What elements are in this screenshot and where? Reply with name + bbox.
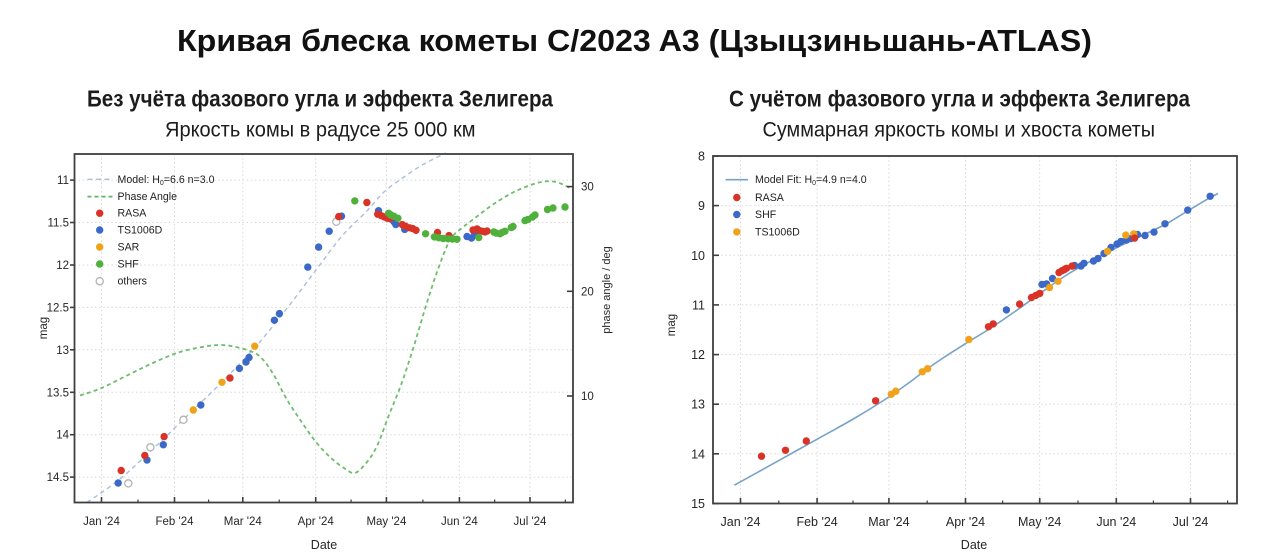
svg-text:Jul '24: Jul '24 (1173, 515, 1209, 529)
svg-text:TS1006D: TS1006D (755, 226, 800, 238)
svg-text:9: 9 (698, 199, 705, 213)
svg-text:Phase Angle: Phase Angle (118, 191, 178, 203)
svg-text:10: 10 (581, 391, 594, 403)
svg-text:Суммарная яркость комы и хвост: Суммарная яркость комы и хвоста кометы (763, 119, 1156, 142)
svg-text:11.5: 11.5 (47, 218, 69, 230)
svg-text:8: 8 (698, 150, 705, 164)
svg-text:mag: mag (38, 317, 50, 339)
svg-text:Jan '24: Jan '24 (83, 516, 120, 528)
svg-text:11: 11 (692, 298, 705, 312)
svg-text:Model: H0=6.6 n=3.0: Model: H0=6.6 n=3.0 (118, 174, 215, 187)
svg-text:Model Fit: H0=4.9 n=4.0: Model Fit: H0=4.9 n=4.0 (755, 174, 867, 187)
svg-text:Без учёта фазового угла и эффе: Без учёта фазового угла и эффекта Зелиге… (87, 86, 554, 112)
svg-text:13: 13 (56, 345, 69, 357)
svg-text:Date: Date (311, 538, 337, 552)
svg-text:Яркость комы в радусе 25 000 к: Яркость комы в радусе 25 000 км (165, 119, 476, 142)
svg-text:May '24: May '24 (366, 516, 407, 528)
svg-text:13: 13 (691, 398, 705, 412)
svg-text:10: 10 (691, 249, 705, 263)
svg-text:May '24: May '24 (1018, 515, 1061, 529)
svg-text:12: 12 (691, 348, 705, 362)
svg-text:14: 14 (56, 430, 69, 442)
svg-text:SAR: SAR (118, 242, 140, 254)
svg-text:SHF: SHF (118, 259, 140, 271)
svg-text:30: 30 (581, 182, 594, 194)
svg-text:Jun '24: Jun '24 (1096, 515, 1136, 529)
svg-text:11: 11 (57, 175, 69, 187)
svg-text:Jan '24: Jan '24 (721, 515, 761, 529)
svg-text:Date: Date (961, 538, 987, 552)
svg-text:13.5: 13.5 (47, 387, 69, 399)
svg-text:С учётом фазового угла и эффек: С учётом фазового угла и эффекта Зелигер… (729, 86, 1191, 112)
svg-text:Кривая блеска кометы C/2023 A3: Кривая блеска кометы C/2023 A3 (Цзыцзинь… (177, 23, 1092, 58)
svg-text:Mar '24: Mar '24 (868, 515, 909, 529)
svg-text:RASA: RASA (118, 208, 148, 220)
svg-text:phase angle / deg: phase angle / deg (601, 246, 613, 333)
svg-text:12: 12 (56, 260, 69, 272)
svg-text:Feb '24: Feb '24 (156, 516, 195, 528)
svg-text:20: 20 (581, 286, 594, 298)
svg-text:TS1006D: TS1006D (118, 225, 163, 237)
svg-text:12.5: 12.5 (47, 302, 69, 314)
svg-text:Jun '24: Jun '24 (441, 516, 478, 528)
svg-text:SHF: SHF (755, 209, 777, 221)
svg-text:Feb '24: Feb '24 (796, 515, 837, 529)
svg-text:RASA: RASA (755, 192, 785, 204)
svg-text:mag: mag (666, 314, 678, 336)
svg-text:Apr '24: Apr '24 (298, 516, 335, 528)
svg-text:Jul '24: Jul '24 (514, 516, 547, 528)
svg-text:14: 14 (691, 447, 705, 461)
svg-text:Mar '24: Mar '24 (224, 516, 263, 528)
svg-text:14.5: 14.5 (47, 472, 69, 484)
svg-text:others: others (118, 276, 147, 288)
svg-text:Apr '24: Apr '24 (946, 515, 985, 529)
svg-text:15: 15 (691, 497, 705, 511)
